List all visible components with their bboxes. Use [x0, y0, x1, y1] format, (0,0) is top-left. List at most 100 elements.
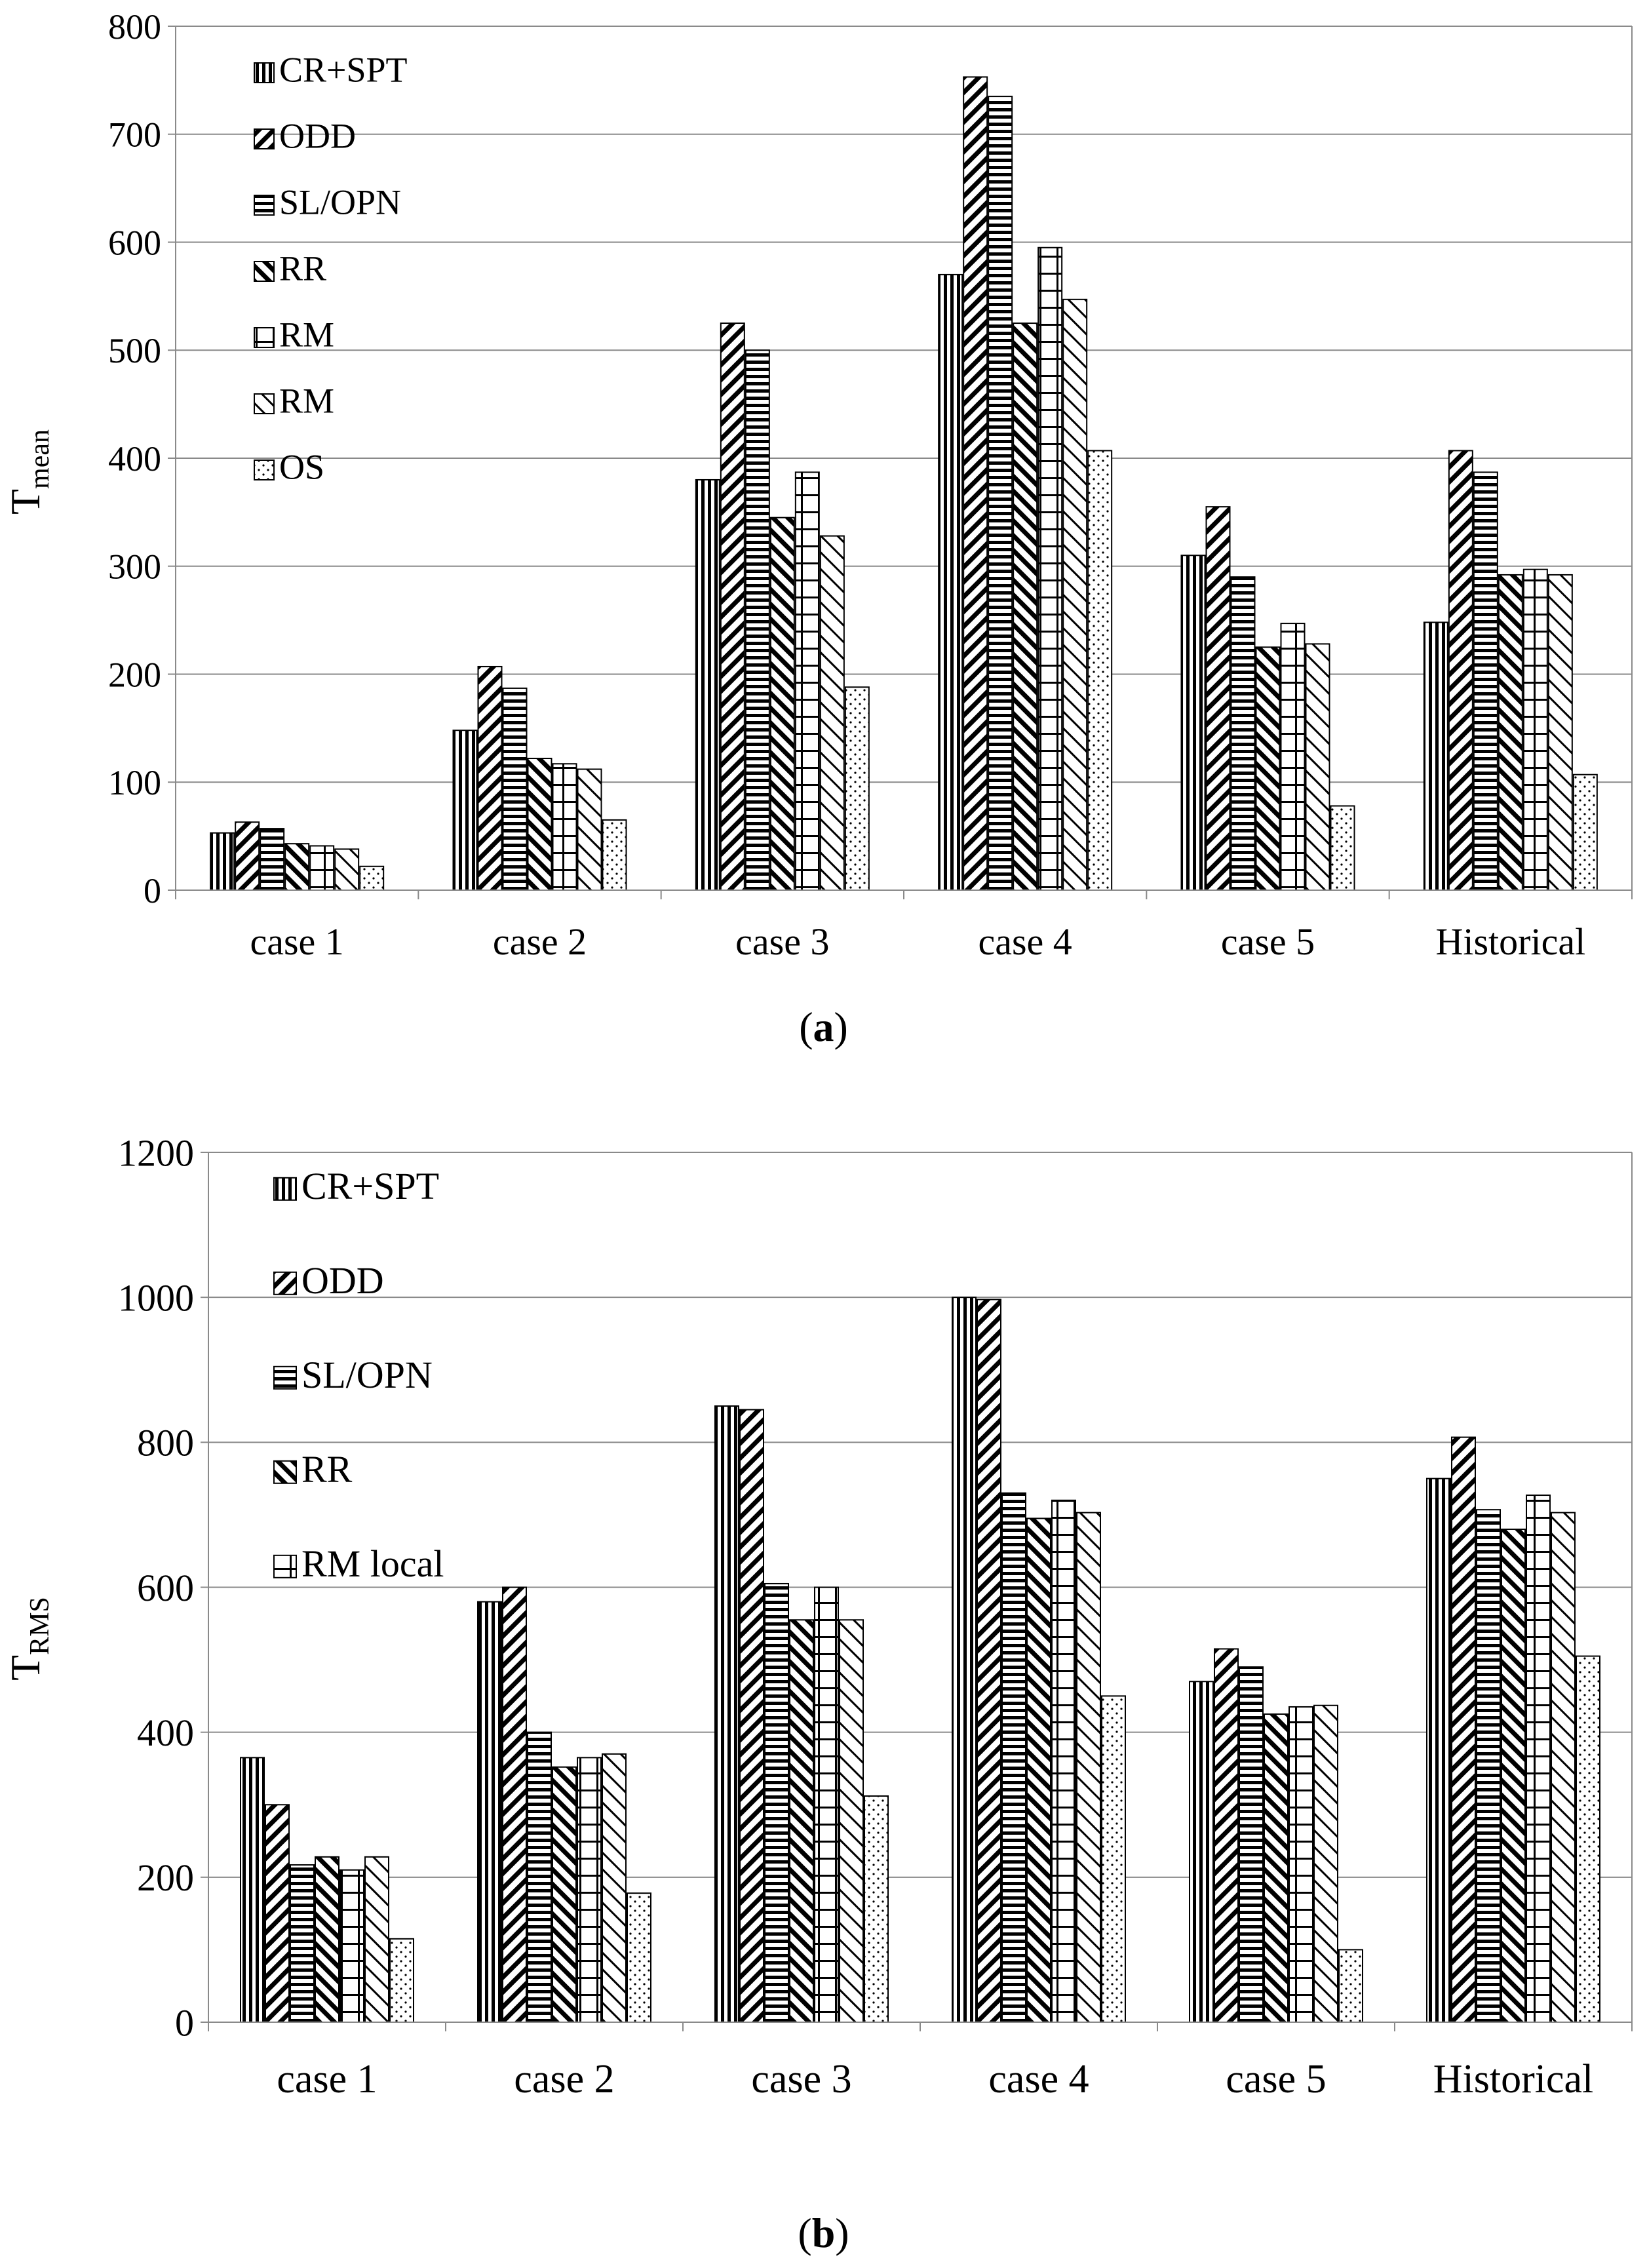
legend-swatch: [254, 261, 275, 282]
bar-series-6-case-2: [602, 1753, 627, 2023]
bar-rr-case-2: [527, 758, 552, 891]
bar-rm-local-case-5: [1289, 1706, 1313, 2023]
bar-odd-case-5: [1214, 1648, 1239, 2023]
bar-sl-opn-case-1: [260, 828, 285, 891]
y-tick-label: 1200: [118, 1131, 194, 1174]
bar-cr-spt-case-5: [1189, 1681, 1214, 2023]
bar-cr-spt-case-3: [695, 479, 720, 891]
legend-label: ODD: [301, 1259, 384, 1302]
legend-label: OS: [279, 448, 324, 487]
bar-odd-historical: [1448, 450, 1473, 891]
bar-sl-opn-case-3: [745, 349, 770, 891]
bar-odd-case-2: [477, 665, 503, 891]
bar-series-7-case-4: [1101, 1695, 1126, 2023]
bar-odd-case-2: [502, 1586, 527, 2023]
bar-os-case-4: [1087, 450, 1113, 891]
bar-series-7-case-1: [389, 1938, 414, 2023]
bar-rm-case-5: [1280, 623, 1306, 891]
legend-swatch: [273, 1271, 297, 1295]
legend-label: ODD: [279, 117, 356, 156]
bar-os-case-2: [602, 819, 627, 891]
legend-swatch: [273, 1460, 297, 1484]
bar-rr-historical: [1501, 1529, 1526, 2024]
x-category-label: case 1: [250, 920, 344, 963]
bar-cr-spt-case-5: [1180, 555, 1206, 891]
bar-rm-local-historical: [1526, 1495, 1551, 2023]
x-category-label: case 2: [493, 920, 587, 963]
y-axis-label: TRMS: [2, 1597, 55, 1681]
bar-cr-spt-case-1: [210, 832, 235, 891]
bar-odd-case-3: [739, 1409, 764, 2023]
bar-rm-local-case-4: [1051, 1499, 1076, 2024]
bar-rr-case-3: [769, 517, 795, 891]
legend-label: RR: [301, 1448, 353, 1491]
x-category-label: case 4: [988, 2057, 1089, 2102]
bar-cr-spt-case-2: [452, 730, 478, 891]
x-category-label: Historical: [1435, 920, 1585, 963]
x-category-label: case 3: [735, 920, 829, 963]
bar-rm-case-1: [309, 845, 335, 891]
bar-rm-local-case-3: [814, 1586, 839, 2023]
bar-sl-opn-historical: [1473, 471, 1498, 891]
bar-series-6-case-5: [1313, 1704, 1338, 2023]
caption-b: (b): [798, 2210, 849, 2256]
bar-sl-opn-case-5: [1230, 576, 1256, 891]
y-tick-label: 600: [108, 223, 161, 262]
bar-sl-opn-case-1: [290, 1864, 315, 2024]
bar-cr-spt-historical: [1426, 1477, 1451, 2023]
legend-swatch: [254, 459, 275, 480]
caption-a-letter: a: [813, 1004, 834, 1050]
bar-sl-opn-case-4: [1001, 1492, 1026, 2024]
y-tick-label: 500: [108, 331, 161, 370]
legend-label: SL/OPN: [279, 183, 401, 222]
bar-odd-case-4: [963, 76, 988, 891]
bar-series-7-case-3: [864, 1795, 889, 2023]
legend-swatch: [254, 327, 275, 348]
y-axis-label-subscript: RMS: [25, 1597, 55, 1655]
bar-sl-opn-case-5: [1239, 1666, 1264, 2023]
bar-odd-case-4: [977, 1299, 1001, 2023]
y-axis-label: Tmean: [2, 429, 55, 515]
bar-rr-case-1: [315, 1856, 339, 2024]
bar-series-6-case-4: [1076, 1512, 1101, 2023]
bar-rr-case-5: [1264, 1713, 1289, 2023]
x-category-label: case 5: [1226, 2057, 1326, 2102]
bar-sl-opn-case-2: [527, 1731, 552, 2024]
legend-label: RM: [279, 315, 334, 355]
bar-sl-opn-case-4: [988, 96, 1013, 891]
bar-rm-local-case-2: [577, 1757, 602, 2024]
legend-swatch: [273, 1554, 297, 1578]
legend-label: CR+SPT: [301, 1165, 439, 1207]
x-category-label: case 5: [1221, 920, 1315, 963]
x-category-label: case 4: [979, 920, 1072, 963]
y-tick-label: 400: [137, 1711, 194, 1754]
y-tick-label: 200: [137, 1856, 194, 1899]
bar-sl-opn-case-3: [764, 1582, 789, 2024]
bar-series-7-historical: [1576, 1655, 1600, 2024]
bar-rm-case-5: [1305, 643, 1330, 891]
bar-rr-case-4: [1013, 323, 1038, 891]
legend-label: RM: [279, 381, 334, 421]
bar-cr-spt-historical: [1423, 621, 1448, 891]
chart-panel-b: 0 200 400 600 800 1000 1200 TRMS case 1 case 2 cas…: [2, 1131, 1633, 2102]
bar-series-6-case-1: [364, 1856, 389, 2024]
bar-rm-case-4: [1062, 298, 1088, 891]
bar-os-case-1: [359, 865, 385, 891]
legend-swatch: [273, 1365, 297, 1390]
bar-rr-case-3: [789, 1619, 814, 2023]
legend-label: RM local: [301, 1542, 444, 1585]
y-tick-label: 0: [175, 2001, 194, 2044]
bar-os-case-5: [1330, 805, 1355, 891]
bar-odd-case-1: [235, 821, 260, 891]
y-tick-label: 800: [108, 7, 161, 47]
bar-cr-spt-case-3: [714, 1405, 739, 2024]
y-tick-label: 200: [108, 655, 161, 694]
bar-cr-spt-case-4: [952, 1297, 977, 2023]
legend: CR+SPT ODD SL/OPN RR RM RM OS: [254, 50, 408, 487]
bar-odd-case-3: [720, 323, 745, 891]
bar-odd-historical: [1451, 1436, 1476, 2023]
bar-rr-case-4: [1026, 1517, 1051, 2023]
legend-label: RR: [279, 249, 326, 288]
bar-rr-historical: [1498, 574, 1523, 891]
